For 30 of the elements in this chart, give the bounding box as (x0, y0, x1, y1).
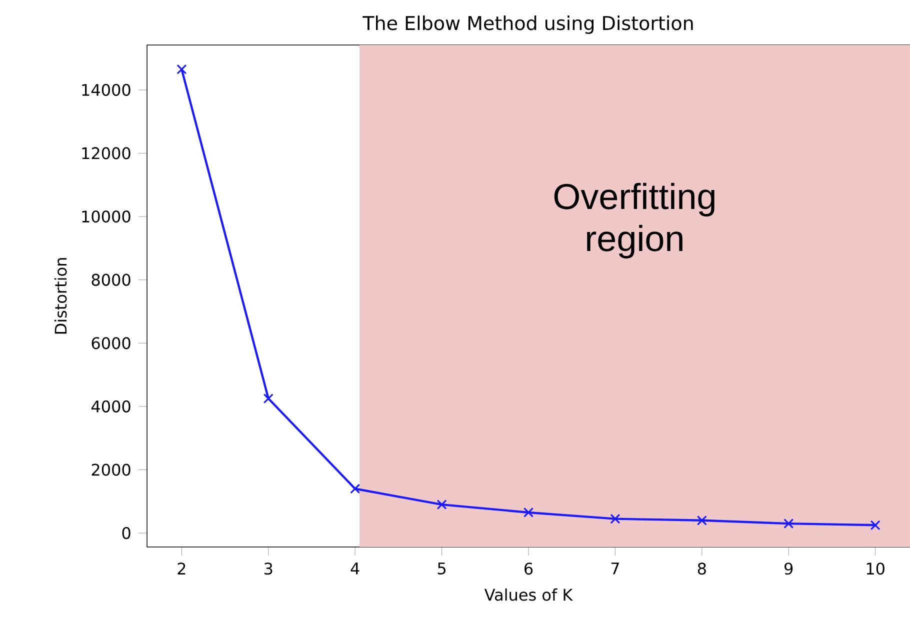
point (784, 518, 794, 529)
x-tick-label: 7 (611, 562, 619, 574)
chart-title: The Elbow Method using Distortion (362, 16, 693, 34)
x-tick-label: 5 (438, 562, 446, 574)
point (436, 500, 447, 510)
y-tick-label: 12000 (82, 147, 130, 160)
x-tick-label: 2 (178, 562, 186, 574)
y-axis-title: Distortion (54, 258, 67, 334)
x-axis-title: Values of K (484, 588, 574, 601)
x-tick-label: 10 (866, 562, 884, 575)
point (870, 520, 880, 530)
point (263, 393, 274, 404)
x-tick-label: 4 (350, 562, 360, 574)
y-tick-label: 14000 (82, 84, 130, 96)
band-label: Overfitting region (554, 182, 714, 258)
y-tick-label: 4000 (91, 400, 130, 412)
point (350, 484, 360, 494)
point (696, 515, 707, 526)
y-tick-label: 6000 (92, 337, 130, 350)
y-tick-label: 8000 (92, 274, 130, 286)
y-tick-label: 10000 (82, 210, 130, 223)
point (176, 64, 187, 74)
point (610, 514, 620, 524)
y-tick-label: 0 (122, 526, 130, 540)
x-tick-label: 8 (698, 562, 706, 575)
point (523, 507, 534, 518)
x-tick-label: 6 (524, 562, 533, 575)
y-tick-label: 2000 (92, 464, 130, 476)
x-tick-label: 9 (784, 562, 793, 575)
x-tick-label: 3 (264, 562, 272, 575)
